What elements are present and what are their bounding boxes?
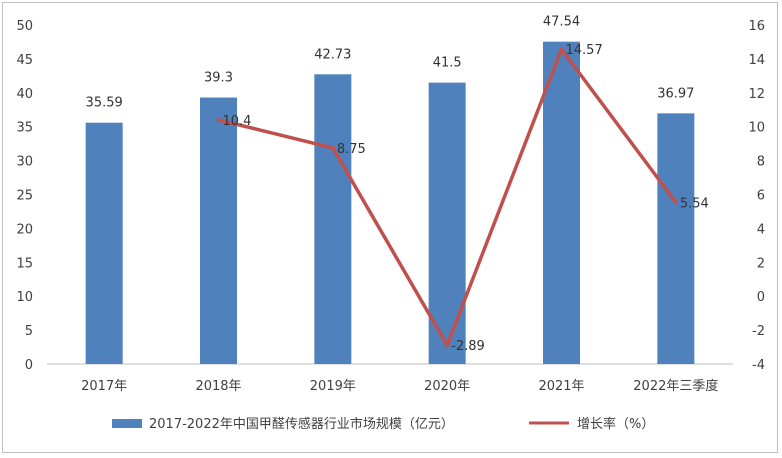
legend-bar-label: 2017-2022年中国甲醛传感器行业市场规模（亿元）: [149, 416, 454, 432]
line-value-label: 10.4: [223, 114, 252, 129]
line-value-label: 8.75: [337, 142, 366, 157]
bar-data-labels: 35.59 39.3 42.73 41.5 47.54 36.97: [86, 15, 695, 111]
bar: [543, 41, 580, 364]
line-point: [330, 145, 335, 150]
left-axis-tick: 50: [16, 19, 33, 34]
bar: [200, 97, 237, 365]
line-point: [445, 343, 450, 348]
right-axis-tick: 6: [757, 189, 765, 204]
right-axis-tick: 4: [757, 222, 765, 237]
legend-bar-swatch: [112, 419, 142, 428]
line-point: [673, 200, 678, 205]
left-axis-tick: 25: [16, 189, 33, 204]
right-axis-tick: 10: [748, 121, 765, 136]
chart-frame: 0 5 10 15 20 25 30 35 40 45 50 -4 -2 0 2 4 6 8 10 12 14 16 2…: [2, 2, 778, 453]
x-axis-tick: 2019年: [310, 379, 356, 394]
right-axis-tick: 14: [748, 53, 765, 68]
bar: [314, 74, 352, 365]
bar-value-label: 36.97: [657, 86, 694, 101]
line-value-label: 5.54: [680, 196, 709, 211]
bar-series: [85, 41, 695, 365]
bar: [657, 113, 695, 364]
line-series: [216, 47, 678, 348]
left-axis-tick: 30: [16, 155, 33, 170]
legend-line-label: 增长率（%）: [577, 416, 654, 432]
left-axis-tick: 35: [16, 121, 33, 136]
x-axis-ticks: 2017年 2018年 2019年 2020年 2021年 2022年三季度: [81, 378, 718, 394]
left-axis-tick: 15: [16, 256, 33, 271]
x-axis-tick: 2022年三季度: [633, 378, 718, 394]
right-axis-tick: 0: [757, 290, 765, 305]
line-point: [216, 117, 221, 122]
line-value-label: -2.89: [451, 339, 485, 354]
left-axis-tick: 40: [16, 87, 33, 102]
bar-value-label: 41.5: [433, 56, 462, 71]
line-value-label: 14.57: [566, 43, 603, 58]
right-axis-ticks: -4 -2 0 2 4 6 8 10 12 14 16: [748, 19, 765, 373]
left-axis-ticks: 0 5 10 15 20 25 30 35 40 45 50: [16, 19, 33, 373]
right-axis-tick: 12: [748, 87, 765, 102]
right-axis-tick: -4: [752, 358, 765, 373]
right-axis-tick: 16: [748, 19, 765, 34]
left-axis-tick: 20: [16, 222, 33, 237]
left-axis-tick: 45: [16, 53, 33, 68]
x-axis-tick: 2021年: [538, 379, 584, 394]
x-axis-tick: 2018年: [195, 379, 241, 394]
x-axis-tick: 2020年: [424, 379, 470, 394]
legend: 2017-2022年中国甲醛传感器行业市场规模（亿元） 增长率（%）: [112, 416, 654, 432]
bar-value-label: 39.3: [204, 71, 233, 86]
right-axis-tick: 2: [757, 256, 765, 271]
bar-value-label: 47.54: [543, 15, 580, 30]
line-data-labels: 10.4 8.75 -2.89 14.57 5.54: [223, 43, 709, 354]
line-point: [559, 47, 564, 52]
bar: [85, 122, 123, 364]
x-axis-tick: 2017年: [81, 379, 127, 394]
left-axis-tick: 10: [16, 290, 33, 305]
left-axis-tick: 5: [25, 324, 33, 339]
right-axis-tick: 8: [757, 155, 765, 170]
bar-value-label: 42.73: [314, 47, 351, 62]
left-axis-tick: 0: [25, 358, 33, 373]
right-axis-tick: -2: [752, 324, 765, 339]
bar-value-label: 35.59: [86, 96, 123, 111]
combo-chart: 0 5 10 15 20 25 30 35 40 45 50 -4 -2 0 2 4 6 8 10 12 14 16 2…: [16, 15, 765, 432]
